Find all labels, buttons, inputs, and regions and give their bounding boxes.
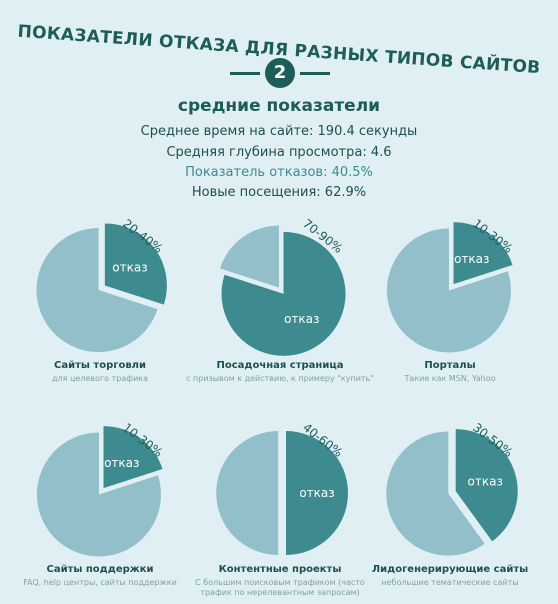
stats-heading: средние показатели <box>177 96 381 116</box>
stat-line: Средняя глубина просмотра: 4.6 <box>166 145 392 160</box>
pie-slice-bounce <box>221 231 346 356</box>
pie-slice-other <box>36 228 158 353</box>
pie-subtitle: для целевого трафика <box>51 374 149 383</box>
pie-subtitle: Такие как MSN, Yahoo <box>404 374 496 383</box>
pie-subtitle: С большим поисковым трафиком (часто траф… <box>195 578 365 597</box>
pie-subtitle: небольшие тематические сайты <box>381 578 519 587</box>
pie-title: Контентные проекты <box>218 564 342 575</box>
slice-label: отказ <box>104 456 139 470</box>
slice-label: отказ <box>112 260 147 274</box>
pie-slice-bounce <box>104 223 167 305</box>
pie-slice-other <box>216 431 279 555</box>
section-number-badge: 2 <box>265 58 295 88</box>
pie-slice-other <box>219 225 279 288</box>
pie-title: Порталы <box>424 360 476 371</box>
badge-divider-right <box>300 72 330 75</box>
pie-slice-bounce <box>455 429 518 542</box>
badge-divider-left <box>230 72 260 75</box>
slice-label: отказ <box>454 252 489 266</box>
pie-slice-bounce <box>453 222 513 285</box>
pie-slice-other <box>386 228 511 353</box>
slice-label: отказ <box>468 475 503 489</box>
stat-line: Среднее время на сайте: 190.4 секунды <box>140 124 418 139</box>
pie-slice-other <box>386 431 485 556</box>
pie-slice-bounce <box>286 431 348 555</box>
pie-slice-other <box>36 432 161 557</box>
pie-title: Лидогенерирующие сайты <box>371 564 529 575</box>
slice-label: отказ <box>284 312 319 326</box>
slice-label: отказ <box>299 486 334 500</box>
pie-slice-bounce <box>103 426 163 489</box>
stat-line: Новые посещения: 62.9% <box>191 185 367 200</box>
stat-line: Показатель отказов: 40.5% <box>185 165 373 180</box>
pie-title: Посадочная страница <box>216 360 344 371</box>
pie-title: Сайты торговли <box>54 360 146 371</box>
pie-subtitle: с призывом к действию, к примеру "купить… <box>186 374 374 383</box>
pie-subtitle: FAQ, help центры, сайты поддержки <box>23 578 177 587</box>
pie-title: Сайты поддержки <box>46 564 154 575</box>
